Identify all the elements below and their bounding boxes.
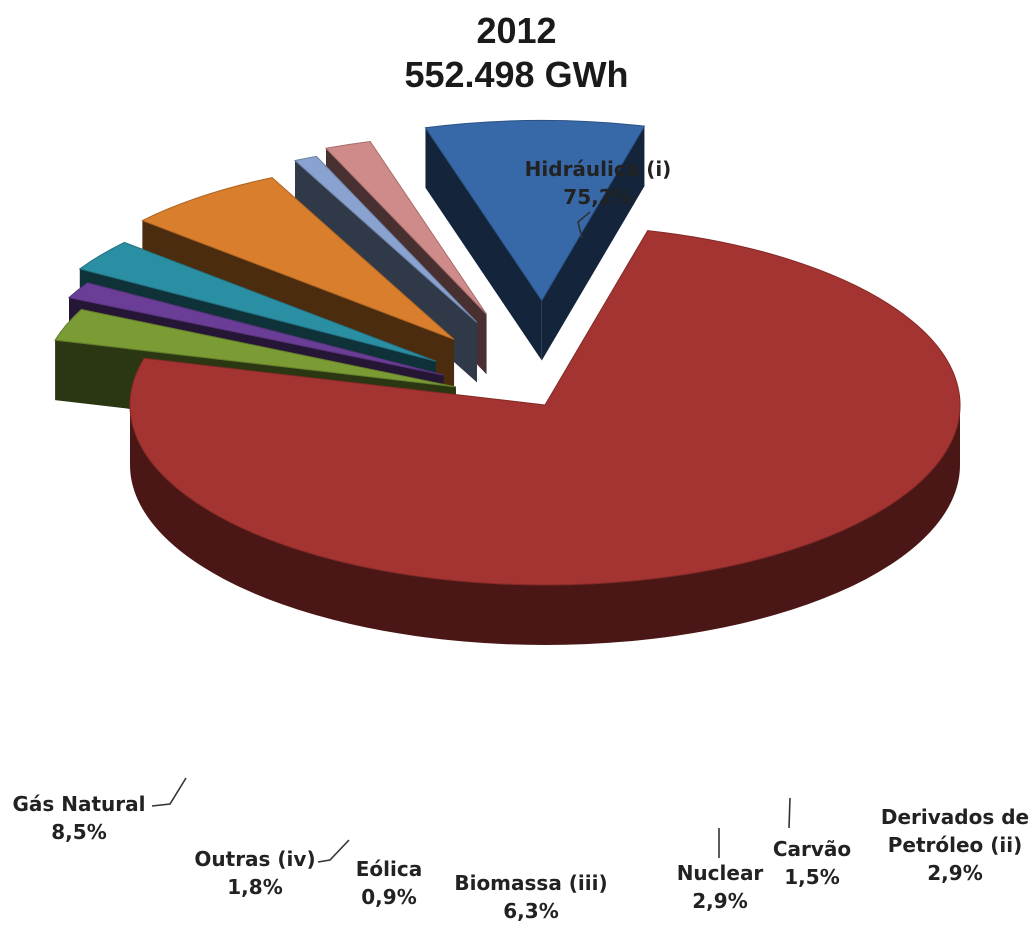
slice-value-nuclear: 2,9% <box>692 889 747 913</box>
leader-line-outras-iv <box>317 839 350 863</box>
slice-value-derivados-de-petroleo-ii: 2,9% <box>927 861 982 885</box>
slice-label-nuclear: Nuclear <box>677 861 764 885</box>
slice-value-biomassa-iii: 6,3% <box>503 899 558 923</box>
slice-value-gas-natural: 8,5% <box>51 820 106 844</box>
slice-value-eolica: 0,9% <box>361 885 416 909</box>
leader-line-hidraulica-i <box>577 211 591 239</box>
slice-label-biomassa-iii: Biomassa (iii) <box>454 871 607 895</box>
slice-label-hidraulica-i: Hidráulica (i) <box>525 157 672 181</box>
leader-line-carvao <box>788 797 791 829</box>
slice-label-outras-iv: Outras (iv) <box>194 847 315 871</box>
slice-label-eolica: Eólica <box>356 857 422 881</box>
pie-slice-hidraulica-i <box>129 230 961 645</box>
slice-label-gas-natural: Gás Natural <box>12 792 145 816</box>
slice-label-derivados-de-petroleo-ii-line2: Petróleo (ii) <box>888 833 1023 857</box>
leader-line-gas-natural <box>151 777 187 807</box>
slice-label-derivados-de-petroleo-ii-line1: Derivados de <box>881 805 1029 829</box>
slice-value-outras-iv: 1,8% <box>227 875 282 899</box>
slice-label-carvao: Carvão <box>773 837 851 861</box>
slice-value-hidraulica-i: 75,2% <box>563 185 632 209</box>
pie-slice-gas-natural <box>424 120 646 361</box>
chart-title: 2012 <box>476 10 557 51</box>
slice-value-carvao: 1,5% <box>784 865 839 889</box>
chart-subtitle: 552.498 GWh <box>404 54 629 95</box>
